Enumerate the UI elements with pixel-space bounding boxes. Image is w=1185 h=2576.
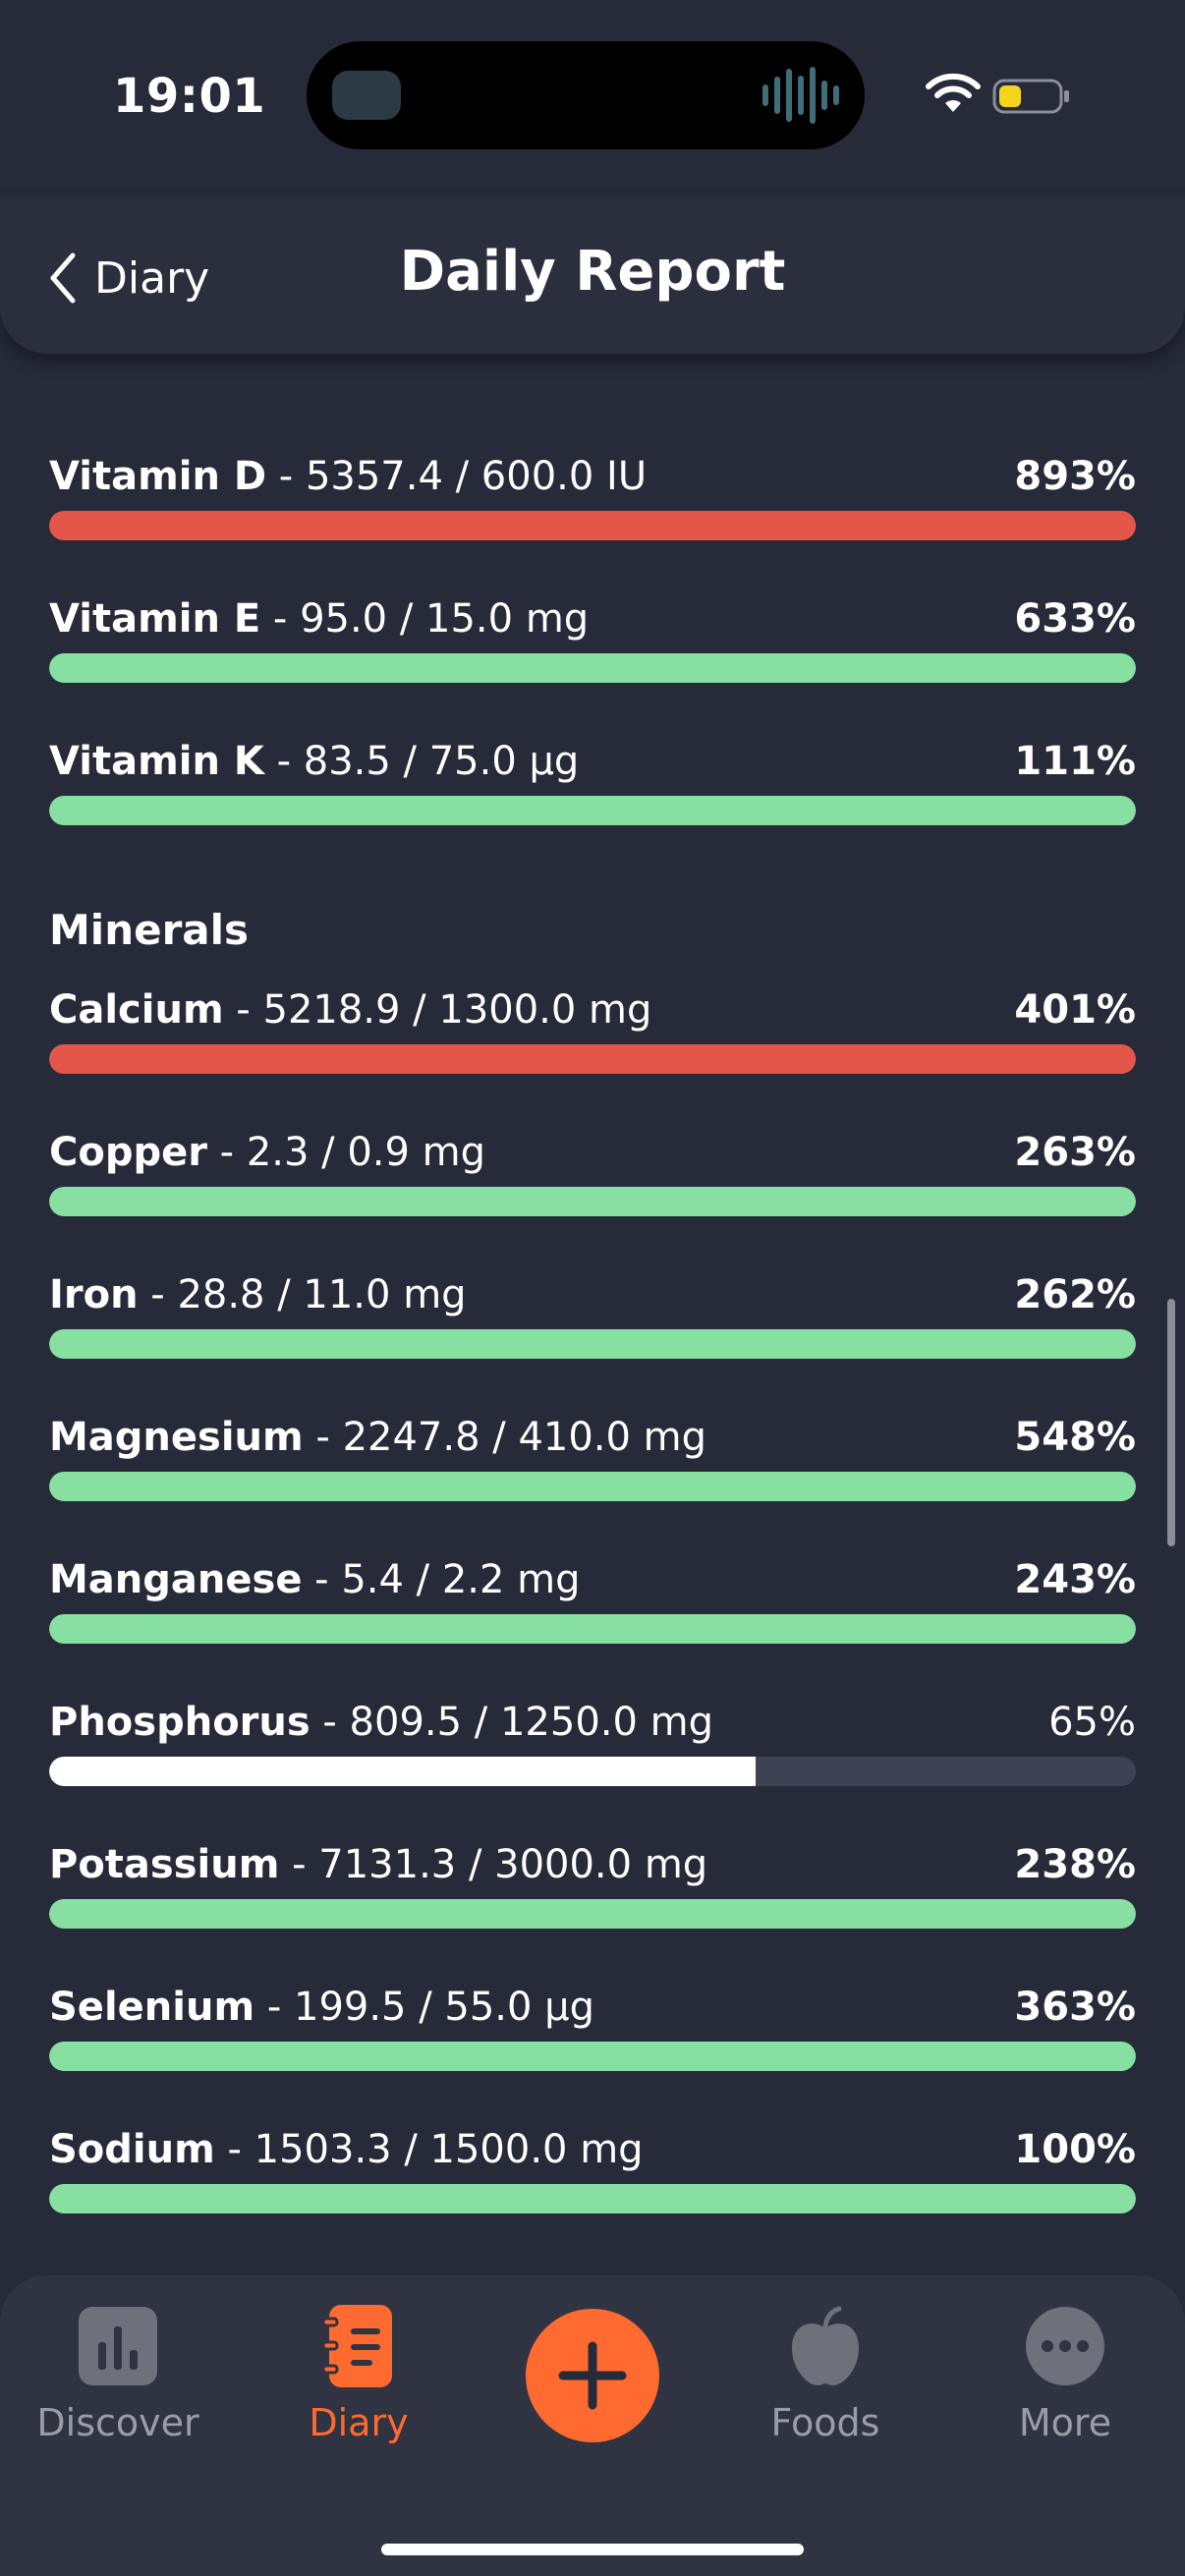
nutrient-name: Calcium bbox=[49, 987, 224, 1033]
nutrient-percent: 243% bbox=[1014, 1557, 1136, 1602]
nutrient-detail: - 2247.8 / 410.0 mg bbox=[303, 1415, 707, 1460]
tab-diary[interactable]: Diary bbox=[260, 2305, 457, 2444]
nutrient-percent: 111% bbox=[1014, 739, 1136, 784]
nutrient-percent: 100% bbox=[1014, 2127, 1136, 2172]
progress-fill bbox=[49, 2042, 1136, 2071]
progress-bar bbox=[49, 1187, 1136, 1216]
page-title: Daily Report bbox=[399, 240, 786, 304]
back-button[interactable]: Diary bbox=[47, 244, 209, 312]
plus-icon bbox=[558, 2341, 627, 2410]
nutrient-percent: 893% bbox=[1014, 454, 1136, 499]
nutrient-percent: 633% bbox=[1014, 596, 1136, 642]
apple-icon bbox=[792, 2306, 859, 2385]
progress-fill bbox=[49, 2184, 1136, 2213]
tab-label: More bbox=[1018, 2401, 1112, 2444]
nutrient-detail: - 1503.3 / 1500.0 mg bbox=[214, 2127, 644, 2172]
nutrient-detail: - 5.4 / 2.2 mg bbox=[302, 1557, 581, 1602]
live-activity-icon bbox=[332, 71, 401, 120]
progress-bar bbox=[49, 2042, 1136, 2071]
home-indicator bbox=[381, 2544, 804, 2555]
nutrient-detail: - 95.0 / 15.0 mg bbox=[260, 596, 590, 642]
progress-bar bbox=[49, 796, 1136, 825]
progress-fill bbox=[49, 1329, 1136, 1359]
nutrient-name: Magnesium bbox=[49, 1415, 304, 1460]
nutrient-name: Phosphorus bbox=[49, 1700, 310, 1745]
nutrient-name: Vitamin D bbox=[49, 454, 267, 499]
progress-fill bbox=[49, 511, 1136, 540]
progress-bar bbox=[49, 1472, 1136, 1501]
nutrient-percent: 238% bbox=[1014, 1842, 1136, 1887]
progress-bar bbox=[49, 1899, 1136, 1929]
tab-label: Foods bbox=[770, 2401, 880, 2444]
progress-fill bbox=[49, 1757, 756, 1786]
progress-bar bbox=[49, 1614, 1136, 1644]
wifi-icon bbox=[926, 73, 981, 112]
tab-discover[interactable]: Discover bbox=[20, 2305, 216, 2444]
nutrient-detail: - 2.3 / 0.9 mg bbox=[206, 1130, 486, 1175]
nutrient-name: Manganese bbox=[49, 1557, 303, 1602]
nav-header: Diary Daily Report bbox=[0, 196, 1185, 354]
nutrient-name: Selenium bbox=[49, 1985, 255, 2030]
nutrient-detail: - 809.5 / 1250.0 mg bbox=[310, 1700, 713, 1745]
bar-chart-icon bbox=[79, 2307, 157, 2385]
nutrient-detail: - 28.8 / 11.0 mg bbox=[138, 1272, 467, 1317]
audio-wave-icon bbox=[762, 67, 839, 124]
section-heading-minerals: Minerals bbox=[49, 906, 250, 954]
nutrient-name: Copper bbox=[49, 1130, 207, 1175]
report-content[interactable]: Vitamin D - 5357.4 / 600.0 IU 893% Vitam… bbox=[0, 354, 1185, 2279]
progress-fill bbox=[49, 1899, 1136, 1929]
nutrient-percent: 401% bbox=[1014, 987, 1136, 1033]
tab-label: Discover bbox=[36, 2401, 199, 2444]
tab-bar: Discover Diary Foods More bbox=[0, 2275, 1185, 2576]
chevron-left-icon bbox=[50, 252, 76, 304]
nutrient-detail: - 5218.9 / 1300.0 mg bbox=[223, 987, 652, 1033]
dynamic-island bbox=[307, 41, 865, 149]
battery-icon bbox=[992, 79, 1069, 114]
tab-label: Diary bbox=[309, 2401, 409, 2444]
notebook-icon bbox=[321, 2305, 392, 2387]
status-time: 19:01 bbox=[113, 69, 266, 124]
progress-bar bbox=[49, 1044, 1136, 1074]
nutrient-name: Vitamin E bbox=[49, 596, 261, 642]
nutrient-percent: 548% bbox=[1014, 1415, 1136, 1460]
progress-bar bbox=[49, 653, 1136, 683]
nutrient-detail: - 7131.3 / 3000.0 mg bbox=[279, 1842, 708, 1887]
nutrient-percent: 263% bbox=[1014, 1130, 1136, 1175]
nutrient-name: Sodium bbox=[49, 2127, 215, 2172]
nutrient-percent: 65% bbox=[1048, 1700, 1136, 1745]
tab-foods[interactable]: Foods bbox=[727, 2305, 924, 2444]
progress-bar bbox=[49, 2184, 1136, 2213]
progress-fill bbox=[49, 1044, 1136, 1074]
nutrient-name: Iron bbox=[49, 1272, 139, 1317]
nutrient-name: Potassium bbox=[49, 1842, 280, 1887]
add-button[interactable] bbox=[526, 2309, 659, 2442]
nutrient-detail: - 5357.4 / 600.0 IU bbox=[266, 454, 648, 499]
progress-fill bbox=[49, 796, 1136, 825]
progress-fill bbox=[49, 1472, 1136, 1501]
back-label: Diary bbox=[94, 252, 210, 304]
progress-bar bbox=[49, 1757, 1136, 1786]
more-icon bbox=[1026, 2307, 1104, 2385]
scrollbar[interactable] bbox=[1167, 1299, 1175, 1546]
nutrient-detail: - 199.5 / 55.0 µg bbox=[254, 1985, 595, 2030]
nutrient-name: Vitamin K bbox=[49, 739, 264, 784]
tab-more[interactable]: More bbox=[967, 2305, 1163, 2444]
progress-fill bbox=[49, 1187, 1136, 1216]
progress-fill bbox=[49, 653, 1136, 683]
nutrient-percent: 363% bbox=[1014, 1985, 1136, 2030]
nutrient-detail: - 83.5 / 75.0 µg bbox=[263, 739, 580, 784]
progress-bar bbox=[49, 1329, 1136, 1359]
progress-fill bbox=[49, 1614, 1136, 1644]
progress-bar bbox=[49, 511, 1136, 540]
nutrient-percent: 262% bbox=[1014, 1272, 1136, 1317]
